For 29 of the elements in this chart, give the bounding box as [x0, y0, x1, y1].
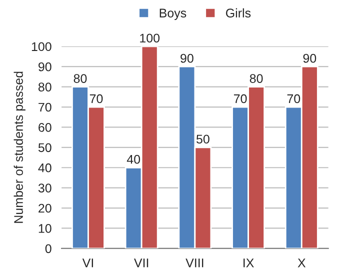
y-tick-label: 20 — [38, 204, 52, 213]
y-tick-label: 40 — [38, 163, 52, 172]
data-label: 40 — [126, 154, 140, 164]
y-tick-label: 80 — [38, 82, 52, 92]
y-tick-label: 100 — [32, 42, 52, 52]
x-tick-label: IX — [244, 258, 254, 268]
data-label: 80 — [74, 74, 87, 83]
legend-label: Boys — [160, 8, 186, 20]
y-tick-label: 0 — [45, 244, 52, 254]
y-tick-label: 90 — [38, 62, 52, 72]
y-tick-label: 60 — [38, 123, 52, 132]
data-label: 70 — [234, 94, 247, 104]
x-tick-label: VIII — [186, 258, 204, 268]
data-label: 90 — [303, 54, 316, 63]
data-label: 80 — [250, 74, 263, 83]
data-label: 50 — [196, 134, 210, 144]
x-tick-label: VII — [134, 258, 148, 268]
y-tick-label: 30 — [38, 184, 52, 192]
legend-label: Girls — [226, 8, 251, 18]
y-tick-label: 10 — [38, 224, 52, 233]
data-label: 70 — [90, 94, 103, 104]
x-tick-label: X — [298, 258, 306, 268]
y-tick-label: 70 — [38, 102, 52, 112]
data-label: 90 — [180, 54, 194, 63]
data-label: 70 — [287, 94, 300, 104]
y-tick-label: 50 — [38, 143, 52, 152]
y-axis-title: Number of students passed — [14, 72, 26, 223]
x-tick-label: VI — [82, 258, 93, 268]
data-label: 100 — [140, 34, 160, 43]
